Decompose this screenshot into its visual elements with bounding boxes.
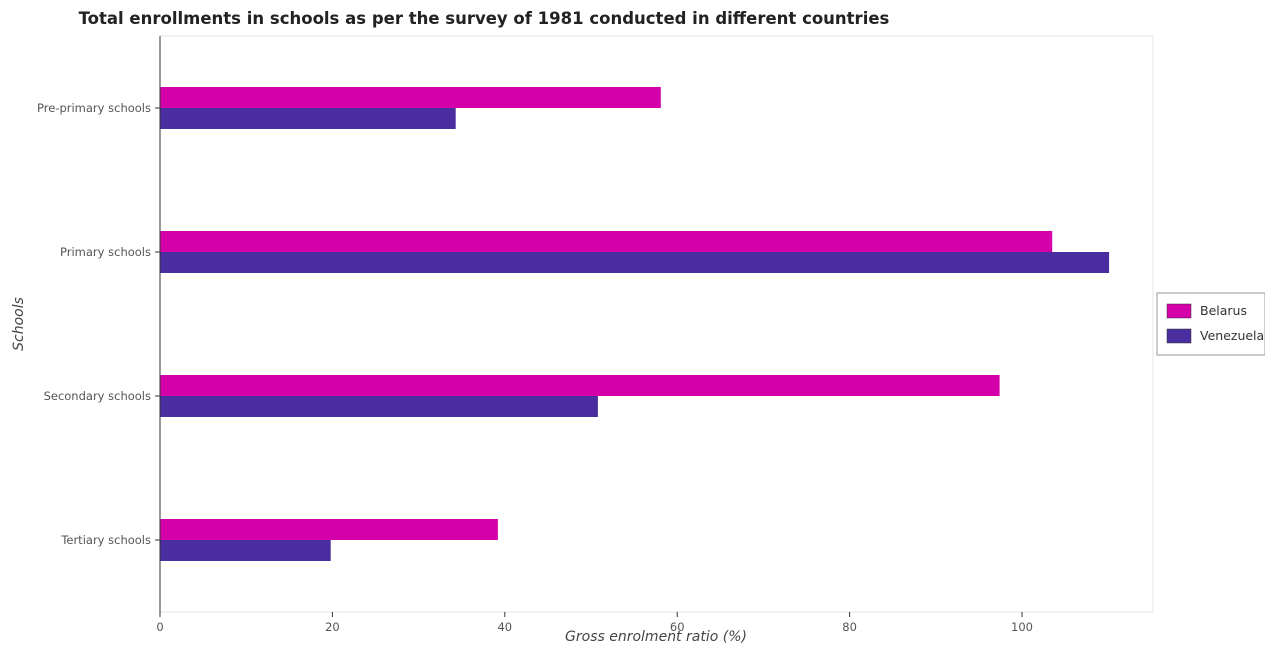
x-tick-label: 20 [325, 620, 340, 634]
bar-venezuela-secondary-schools [160, 396, 598, 417]
y-tick-label: Tertiary schools [60, 533, 151, 547]
chart-title: Total enrollments in schools as per the … [79, 9, 890, 28]
x-axis-label: Gross enrolment ratio (%) [565, 629, 747, 645]
y-axis-label: Schools [11, 297, 27, 351]
legend-label-venezuela: Venezuela [1200, 328, 1264, 343]
y-tick-label: Secondary schools [44, 389, 151, 403]
bar-venezuela-tertiary-schools [160, 540, 331, 561]
x-tick-label: 60 [670, 620, 685, 634]
bar-belarus-primary-schools [160, 231, 1053, 252]
legend-swatch-belarus [1166, 303, 1192, 319]
x-tick-label: 80 [842, 620, 857, 634]
legend-label-belarus: Belarus [1200, 303, 1247, 318]
x-tick-label: 0 [156, 620, 163, 634]
y-tick-label: Pre-primary schools [37, 101, 151, 115]
bar-belarus-tertiary-schools [160, 519, 498, 540]
legend: Belarus Venezuela [1156, 292, 1265, 356]
y-tick-label: Primary schools [60, 245, 151, 259]
bar-belarus-pre-primary-schools [160, 87, 661, 108]
bar-venezuela-primary-schools [160, 252, 1110, 273]
bar-venezuela-pre-primary-schools [160, 108, 456, 129]
x-tick-label: 100 [1011, 620, 1033, 634]
x-tick-label: 40 [497, 620, 512, 634]
bar-belarus-secondary-schools [160, 375, 1000, 396]
legend-swatch-venezuela [1166, 328, 1192, 344]
legend-box [1156, 292, 1265, 356]
